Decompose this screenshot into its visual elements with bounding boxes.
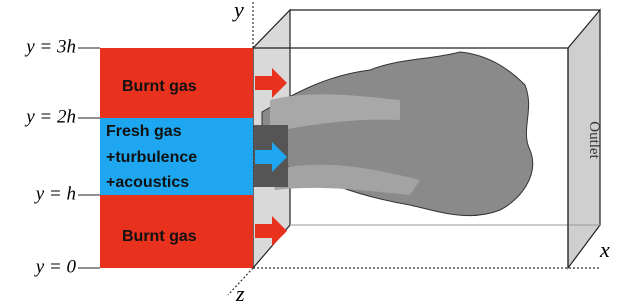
level-label: y = 0	[34, 256, 77, 277]
level-label: y = h	[34, 183, 76, 204]
diagram: y = 3h y = 2h y = h y = 0 Burnt gas Fres…	[0, 0, 624, 308]
level-label: y = 3h	[24, 36, 76, 57]
outlet-label: Outlet	[586, 121, 602, 159]
axis-label: y	[232, 0, 244, 22]
gas-label: Burnt gas	[122, 228, 197, 245]
gas-label: +turbulence	[106, 149, 197, 166]
gas-label: +acoustics	[106, 174, 189, 191]
axis-label: z	[235, 281, 245, 306]
gas-label: Burnt gas	[122, 78, 197, 95]
axis-label: x	[599, 237, 610, 262]
level-label: y = 2h	[24, 106, 76, 127]
gas-label: Fresh gas	[106, 123, 182, 140]
